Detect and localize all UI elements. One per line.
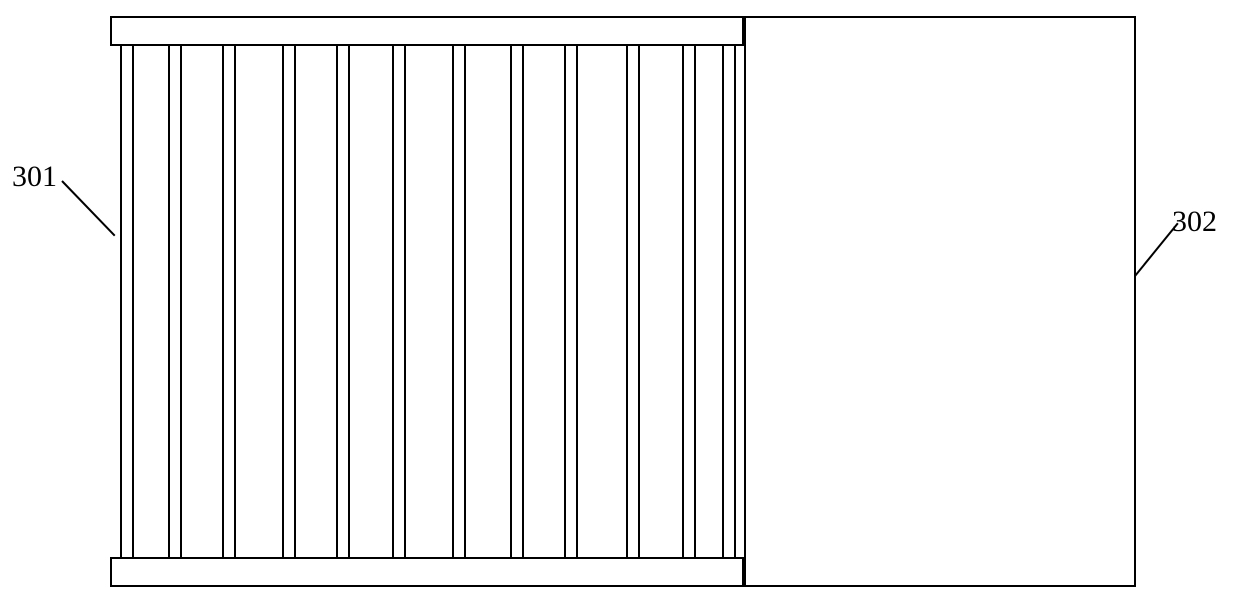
panel-301-bar	[734, 46, 736, 557]
panel-301-bar	[348, 46, 350, 557]
panel-301-bar	[510, 46, 512, 557]
panel-301-bar	[336, 46, 338, 557]
panel-301-top-rail	[110, 16, 744, 46]
panel-301-bar	[464, 46, 466, 557]
panel-301-bar	[404, 46, 406, 557]
panel-301-bar	[576, 46, 578, 557]
panel-301-bar	[282, 46, 284, 557]
diagram-canvas: 301 302	[0, 0, 1240, 601]
panel-302	[744, 16, 1136, 587]
panel-301-bar	[682, 46, 684, 557]
label-301: 301	[12, 160, 57, 194]
panel-301-bar	[234, 46, 236, 557]
panel-301-bar	[626, 46, 628, 557]
panel-301-bar	[222, 46, 224, 557]
label-302: 302	[1172, 205, 1217, 239]
panel-301-bar	[180, 46, 182, 557]
panel-301-bar	[722, 46, 724, 557]
panel-301-bar	[522, 46, 524, 557]
panel-301-bar	[132, 46, 134, 557]
panel-301-bar	[452, 46, 454, 557]
panel-301-bar	[638, 46, 640, 557]
panel-301-bar	[294, 46, 296, 557]
panel-301-bar	[694, 46, 696, 557]
panel-301-bottom-rail	[110, 557, 744, 587]
panel-301-bar	[120, 46, 122, 557]
panel-301-bar	[168, 46, 170, 557]
panel-301-bar	[392, 46, 394, 557]
panel-301-bar	[564, 46, 566, 557]
